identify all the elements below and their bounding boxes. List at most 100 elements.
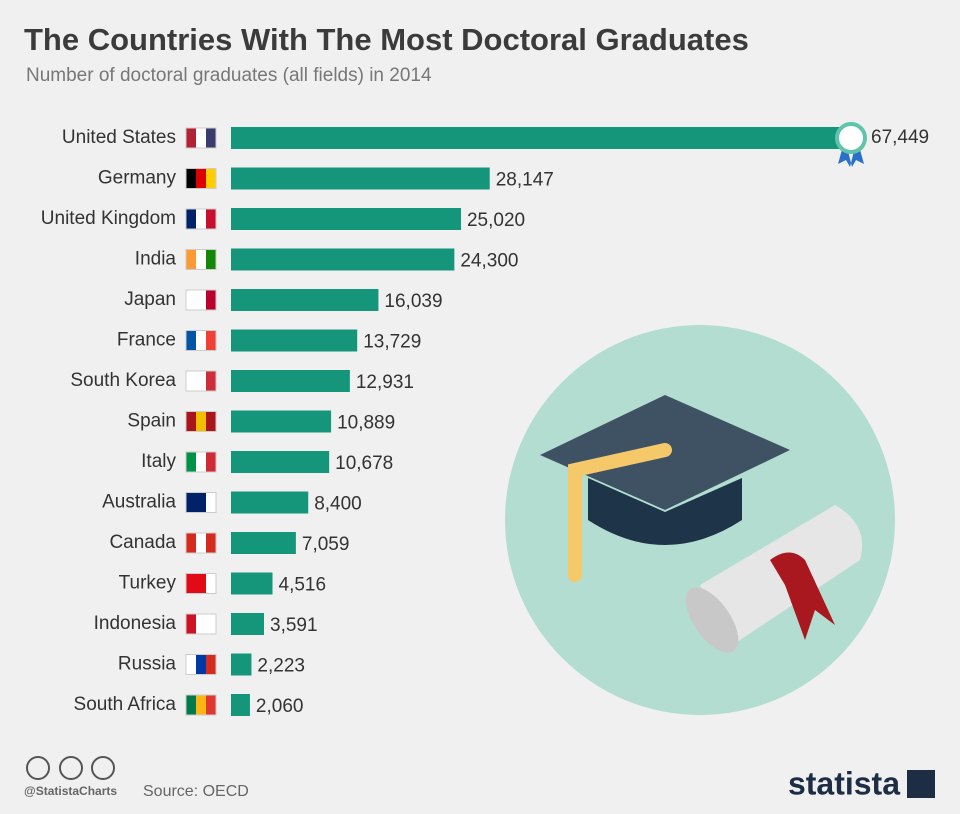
bar [231,248,455,271]
flag [186,573,196,594]
flag [206,168,216,189]
flag [196,290,206,310]
flag [196,168,206,189]
flag-border [185,694,217,716]
flag [196,128,206,148]
flag [186,209,196,229]
flag [186,371,196,391]
flag [206,533,216,553]
value-label: 3,591 [270,615,318,636]
category-label: Canada [109,532,176,553]
flag [186,330,196,351]
category-label: Japan [124,289,176,310]
flag [196,573,206,594]
bar [231,410,332,433]
category-label: Turkey [119,573,177,594]
flag-border [185,330,217,351]
flag [206,411,216,432]
flag [196,533,206,553]
flag [196,330,206,351]
value-label: 16,039 [384,291,442,312]
flag [196,614,206,634]
flag-border [185,492,217,513]
flag [186,411,196,432]
flag [206,209,216,229]
flag [206,128,216,148]
logo: statista [788,765,900,801]
flag-border [185,289,217,311]
flag [196,654,206,675]
bar [231,167,490,190]
flag [206,290,216,310]
flag [206,614,216,634]
flag-border [185,573,217,594]
category-label: United States [62,127,176,148]
flag [196,452,206,472]
value-label: 2,060 [256,696,304,717]
category-label: South Africa [74,694,177,715]
bar [231,532,296,554]
value-label: 10,678 [335,453,393,474]
bar [231,653,252,676]
flag-border [185,249,217,270]
logo-mark [907,770,935,798]
value-label: 67,449 [871,127,929,148]
flag [206,492,216,513]
bar [231,694,250,716]
bar [231,208,461,230]
flag [206,371,216,391]
flag [196,209,206,229]
bar [231,613,265,635]
cc-icons [26,756,115,780]
value-label: 13,729 [363,332,421,353]
bar [231,572,273,595]
bar [231,329,358,352]
value-label: 28,147 [496,170,554,191]
chart-subtitle: Number of doctoral graduates (all fields… [26,65,432,86]
value-label: 12,931 [356,372,414,393]
value-label: 2,223 [257,656,305,677]
medal [835,122,867,154]
flag-border [185,451,217,473]
category-label: France [117,330,176,351]
flag [206,452,216,472]
value-label: 7,059 [302,534,350,555]
bar [231,127,851,149]
flag [206,695,216,715]
flag [206,654,216,675]
category-label: Germany [98,168,177,189]
flag [186,128,196,148]
bar [231,451,330,473]
value-label: 10,889 [337,413,395,434]
category-label: United Kingdom [41,208,176,229]
flag-border [185,411,217,432]
flag [186,492,196,513]
flag-border [185,208,217,230]
flag [186,249,196,270]
category-label: Spain [127,411,176,432]
flag [196,411,206,432]
flag [196,249,206,270]
chart-title: The Countries With The Most Doctoral Gra… [24,22,749,57]
flag-border [185,168,217,189]
footer-source: Source: OECD [143,783,249,800]
bar [231,370,350,392]
value-label: 8,400 [314,494,362,515]
category-label: Indonesia [94,613,177,634]
illustration [505,325,895,715]
category-label: Russia [118,654,177,675]
category-label: India [135,249,177,270]
value-label: 4,516 [279,575,327,596]
flag-border [185,127,217,149]
flag-border [185,370,217,392]
value-label: 25,020 [467,210,525,231]
bar [231,289,379,311]
value-label: 24,300 [460,251,518,272]
flag-border [185,654,217,675]
footer-handle: @StatistaCharts [24,784,117,798]
flag [196,492,206,513]
flag [196,371,206,391]
flag [186,452,196,472]
flag [186,614,196,634]
